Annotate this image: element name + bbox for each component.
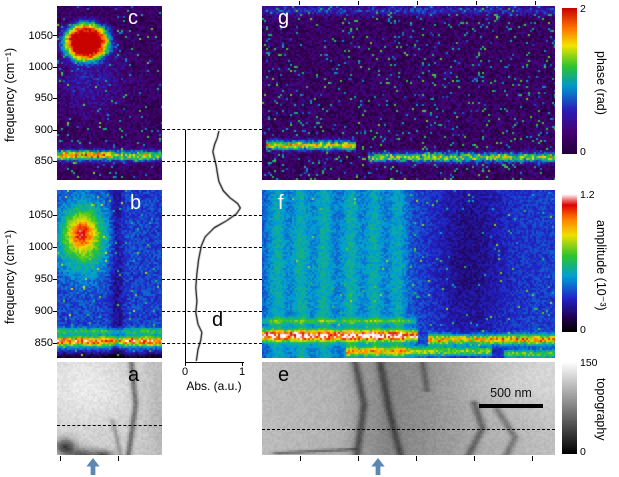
top-axis-tick <box>417 1 418 5</box>
y-axis-label-amplitude-row: frequency (cm⁻¹) <box>3 229 17 325</box>
panel-c-phase-map <box>57 6 162 180</box>
top-axis-tick <box>358 1 359 5</box>
phase-colorbar-label: phase (rad) <box>594 50 608 115</box>
dashed-guide-line <box>162 129 262 130</box>
axis-tick <box>53 343 57 344</box>
phase-colorbar <box>562 8 577 154</box>
axis-tick <box>53 215 57 216</box>
up-arrow <box>371 457 385 476</box>
phase-colorbar-min: 0 <box>580 146 586 158</box>
scale-bar <box>479 404 543 408</box>
amplitude-colorbar-max: 1.2 <box>580 189 595 201</box>
panel-f-amplitude-map <box>262 190 555 358</box>
bottom-axis-tick <box>474 456 475 461</box>
freq-tick-label: 900 <box>34 305 53 317</box>
abs-tick-label-1: 1 <box>238 366 246 378</box>
freq-tick-label: 900 <box>34 124 53 136</box>
abs-axis-label: Abs. (a.u.) <box>186 379 242 393</box>
panel-d-spectrum-plot <box>185 130 244 363</box>
axis-tick <box>53 67 57 68</box>
top-axis-tick <box>476 1 477 5</box>
panel-label-g: g <box>278 7 290 29</box>
absorbance-spectrum-curve <box>186 130 244 362</box>
axis-tick <box>53 247 57 248</box>
bottom-axis-tick <box>60 456 61 461</box>
abs-tick-label-0: 0 <box>181 366 189 378</box>
topography-colorbar-label: topography <box>594 377 608 441</box>
amplitude-colorbar <box>562 194 577 332</box>
panel-a-topography-map <box>57 362 162 455</box>
axis-tick <box>53 35 57 36</box>
axis-tick <box>53 311 57 312</box>
bottom-axis-tick <box>118 456 119 461</box>
bottom-axis-tick <box>416 456 417 461</box>
panel-a-dashed-line <box>57 425 162 426</box>
bottom-axis-tick <box>300 456 301 461</box>
amplitude-colorbar-min: 0 <box>580 324 586 336</box>
bottom-axis-tick <box>532 456 533 461</box>
panel-label-a: a <box>128 364 140 386</box>
axis-tick <box>53 98 57 99</box>
bottom-axis-tick <box>358 456 359 461</box>
panel-label-c: c <box>128 7 138 29</box>
panel-b-amplitude-map <box>57 190 162 358</box>
freq-tick-label: 950 <box>34 273 53 285</box>
topography-colorbar-min: 0 <box>580 446 586 458</box>
top-axis-tick <box>535 1 536 5</box>
freq-tick-label: 1000 <box>28 241 53 253</box>
axis-tick <box>53 279 57 280</box>
freq-tick-label: 1050 <box>28 209 53 221</box>
panel-e-dashed-line <box>262 429 555 430</box>
panel-label-e: e <box>278 364 290 386</box>
panel-g-phase-map <box>262 6 555 180</box>
freq-tick-label: 850 <box>34 155 53 167</box>
topography-colorbar <box>562 362 577 454</box>
axis-tick <box>53 130 57 131</box>
y-axis-label-phase-row: frequency (cm⁻¹) <box>3 47 17 143</box>
freq-tick-label: 950 <box>34 92 53 104</box>
topography-colorbar-max: 150 <box>580 357 598 369</box>
scale-bar-label: 500 nm <box>490 386 532 400</box>
axis-tick <box>53 161 57 162</box>
freq-tick-label: 850 <box>34 337 53 349</box>
panel-label-b: b <box>130 192 142 214</box>
axis-tick <box>242 362 243 366</box>
top-axis-tick <box>299 1 300 5</box>
axis-tick <box>185 362 186 366</box>
freq-tick-label: 1000 <box>28 61 53 73</box>
amplitude-colorbar-label: amplitude (10⁻³) <box>594 220 608 311</box>
panel-label-f: f <box>278 192 284 214</box>
freq-tick-label: 1050 <box>28 30 53 42</box>
phase-colorbar-max: 2 <box>580 3 586 15</box>
panel-e-topography-map <box>262 362 555 455</box>
up-arrow <box>86 457 100 476</box>
